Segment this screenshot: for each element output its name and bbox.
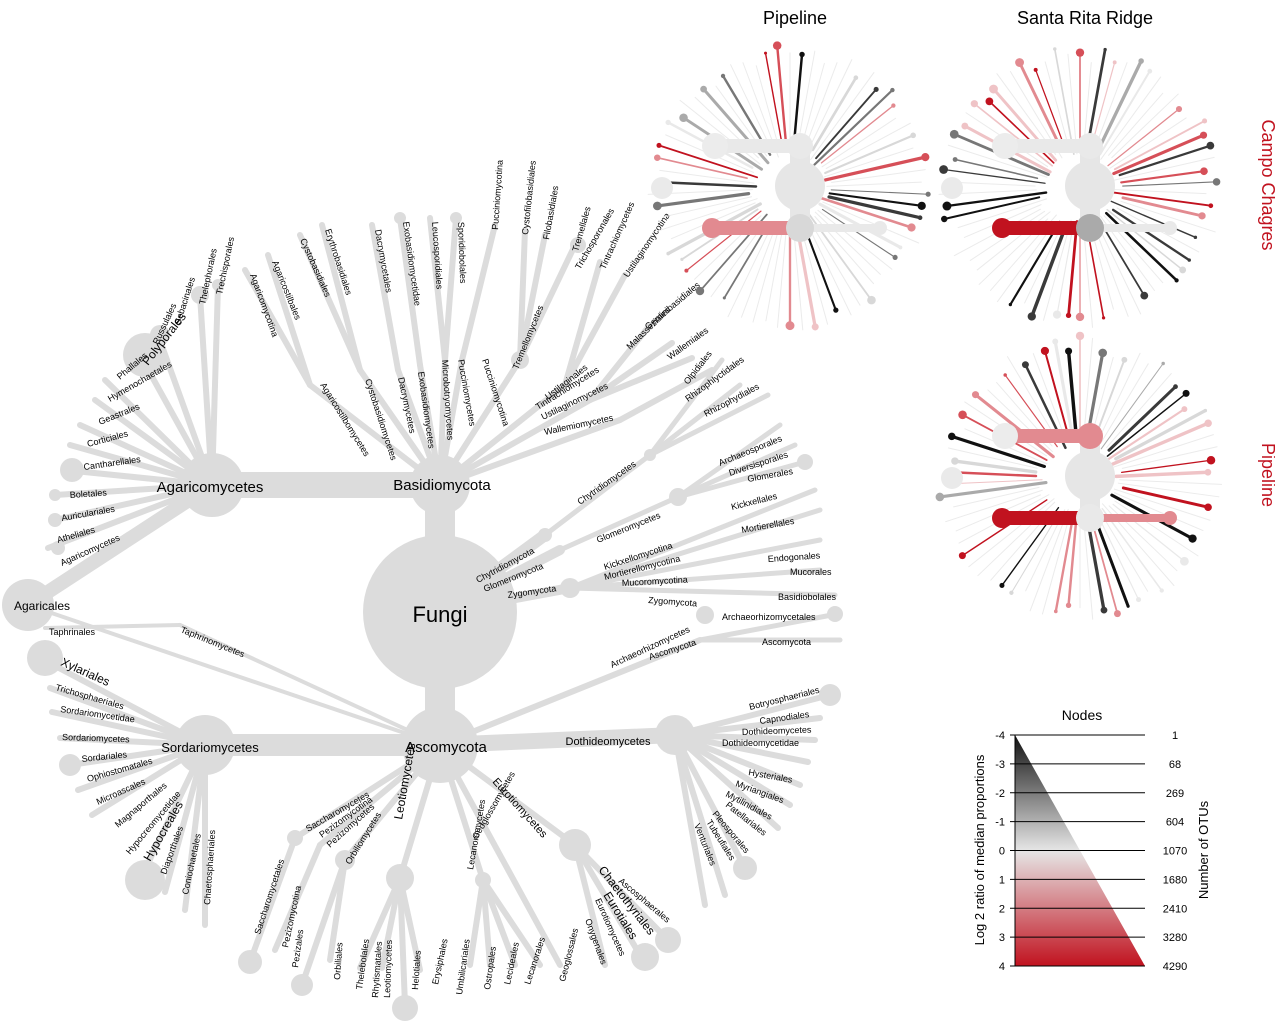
taphrinales-label: Taphrinales [49,627,96,637]
legend-otu-tick: 4290 [1163,961,1187,973]
leaf-label: Sporidiobolales [456,222,468,284]
agaricomycetes-label: Agaricomycetes [157,479,264,496]
legend-y-tick: -1 [995,817,1005,829]
legend-ticks: -4 1 -3 68 -2 269 -1 604 0 1070 1 1680 2 2410 3 3280 4 42… [995,730,1187,973]
legend-otu-tick: 1680 [1163,874,1187,886]
leaf-label: Auriculariales [61,504,116,523]
root-fungi-label: Fungi [412,602,467,627]
leaf-label: Pucciniomycotina [490,160,505,231]
leaf-label: Filobasidiales [541,184,560,240]
leaf-label: Ascomycota [762,637,811,647]
main-heat-tree [2,212,843,1021]
legend-otu-tick: 68 [1169,759,1181,771]
legend-y-tick: 3 [999,932,1005,944]
dothideomycetes-label: Dothideomycetes [566,736,651,748]
leaf-label: Orbiliales [332,942,345,981]
legend-y-tick: -4 [995,730,1005,742]
legend-otu-tick: 604 [1166,817,1184,829]
leaf-label: Saccharomycetales [252,857,286,935]
legend-otu-tick: 269 [1166,788,1184,800]
sordariomycetes-label: Sordariomycetes [161,740,259,755]
legend-y-axis-label: Log 2 ratio of median proportions [972,754,987,945]
leaf-label: Endogonales [767,550,821,564]
leaf-label: Cystofilobasidiales [520,160,538,236]
comparison-heat-trees [647,41,1223,620]
legend-y-tick: -3 [995,759,1005,771]
main-tree-labels: Fungi Basidiomycota Ascomycota Agaricomy… [14,459,697,841]
leaf-label: Archaeorhizomycetales [722,612,816,622]
tree-santa-rita-vs-campo-chagres [938,47,1221,328]
row-label-campo-chagres: Campo Chagres [1258,119,1275,250]
legend-y-tick: -2 [995,788,1005,800]
legend-y-tick: 1 [999,874,1005,886]
leaf-label: Exobasidiomycetes [416,371,437,450]
legend-y-tick: 0 [999,846,1005,858]
leaf-label: Rhytismatales [370,941,384,999]
legend-otu-tick: 2410 [1163,903,1187,915]
leaf-label: Basidiobolales [778,592,837,602]
leaf-label: Mucorales [790,567,832,577]
column-title-pipeline: Pipeline [763,8,827,28]
leaf-label: Erysiphales [430,937,450,985]
legend-title: Nodes [1062,707,1102,723]
leaf-label: Leucosporidiales [430,221,445,290]
legend-otu-tick: 1070 [1163,846,1187,858]
basidiomycota-label: Basidiomycota [393,477,491,494]
leaf-label: Geoglossales [557,927,580,983]
leaf-label: Coniochaetales [180,832,203,895]
leaf-label: Thelebolales [354,938,371,990]
legend-y-tick: 4 [999,961,1005,973]
leaf-label: Ostropales [482,945,498,990]
leaf-label: Dothideomycetes [742,725,812,737]
leaf-label: Trechisporales [214,235,236,295]
leaf-label: Pucciniomycetes [456,359,478,428]
leaf-label: Leotiomycetes [382,939,394,998]
zygomycota-leaf-label: Zygomycota [648,595,698,608]
column-title-santa-rita-ridge: Santa Rita Ridge [1017,8,1153,28]
leaf-label: Lecideales [502,941,521,986]
legend-y-tick: 2 [999,903,1005,915]
taphrinomycetes-label: Taphrinomycetes [179,625,246,660]
mucoromycotina-label: Mucoromycotina [622,575,688,588]
leaf-label: Sordariomycetes [62,732,130,744]
leaf-label: Sordariales [81,749,128,764]
legend-otu-tick: 1 [1172,730,1178,742]
leaf-label: Atheliales [56,524,97,545]
legend-right-axis-label: Number of OTUs [1196,800,1211,899]
tree-santa-rita-vs-pipeline [935,331,1223,620]
leaf-label: Agaricostilbomycetes [318,381,372,459]
ascomycota-label: Ascomycota [405,739,487,756]
chytridiomycetes-label: Chytridiomycetes [575,459,638,507]
legend-otu-tick: 3280 [1163,932,1187,944]
legend: Nodes -4 1 -3 68 -2 269 -1 604 0 1070 1 1680 2 2410 3 3… [972,707,1211,973]
row-label-pipeline: Pipeline [1258,443,1275,507]
leaf-label: Boletales [69,487,107,500]
leaf-label: Dothideomycetidae [722,738,799,748]
leaf-label: Helotiales [410,950,423,991]
tree-pipeline-vs-campo-chagres [647,41,931,331]
agaricales-label: Agaricales [14,599,70,613]
leaf-label: Geminibasidiales [643,279,702,331]
